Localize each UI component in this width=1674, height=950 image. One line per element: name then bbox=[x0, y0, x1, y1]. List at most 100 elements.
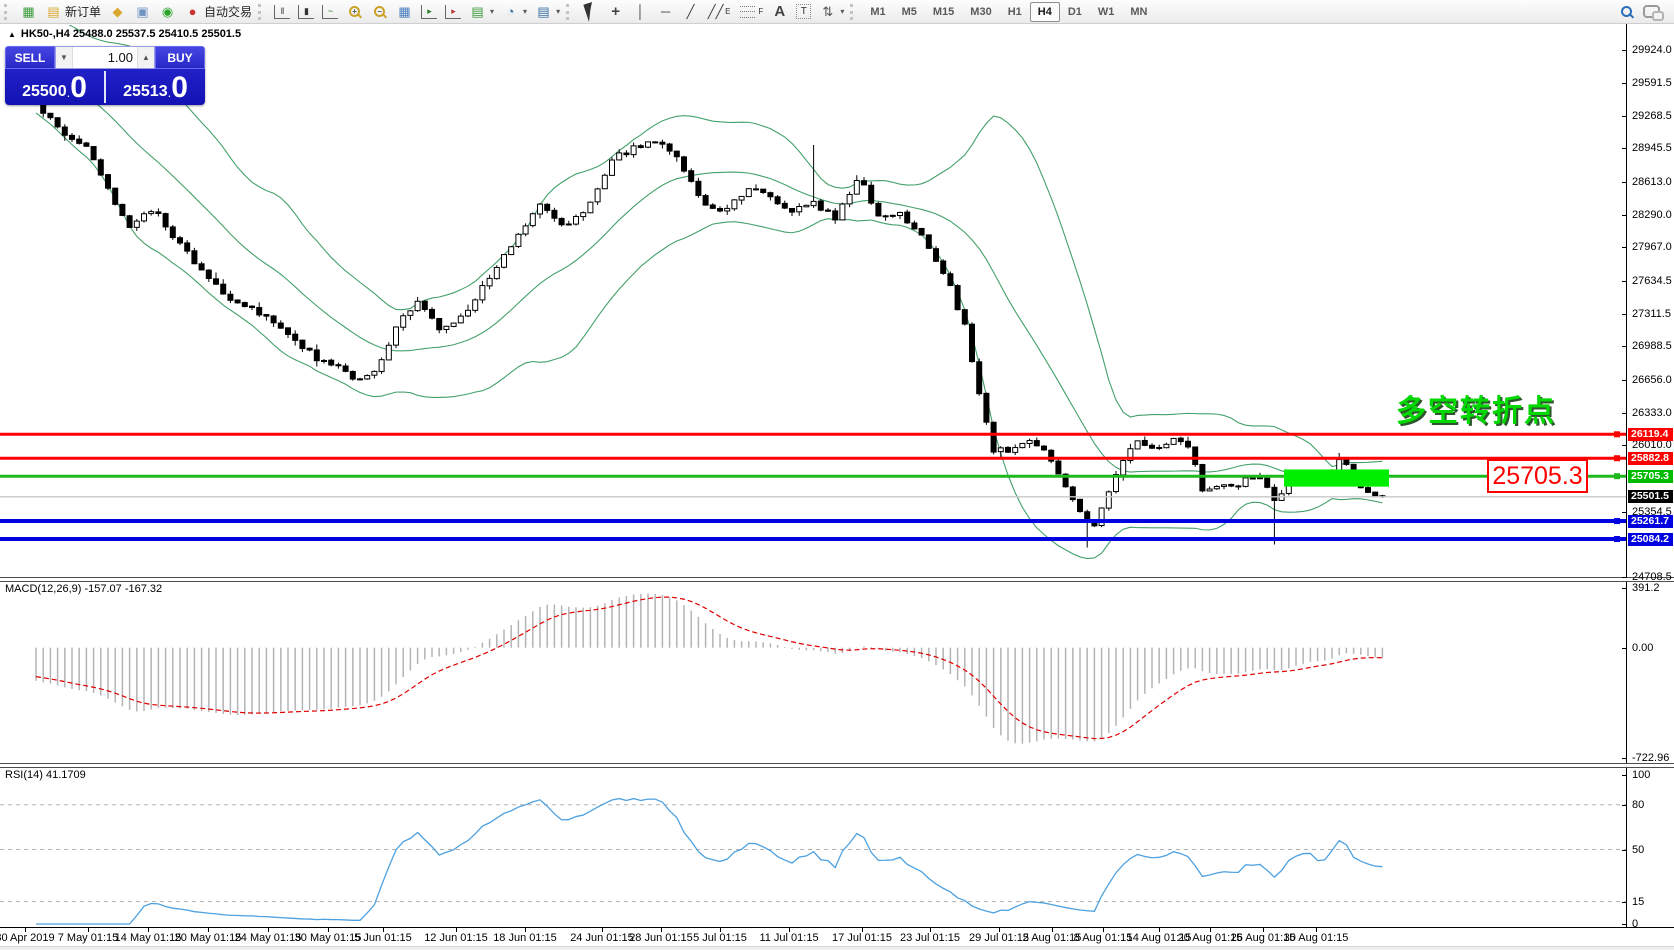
axis-tick-label: 100 bbox=[1632, 769, 1651, 781]
axis-tick bbox=[1622, 214, 1627, 216]
autotrading-button[interactable]: ● 自动交易 bbox=[180, 2, 256, 22]
bear-candle bbox=[875, 202, 882, 217]
bull-candle bbox=[407, 310, 414, 316]
time-tick-label: 14 Aug 01:15 bbox=[1126, 932, 1192, 944]
trendline-button[interactable]: ╱ bbox=[678, 2, 703, 22]
price-badge-25882.8: 25882.8 bbox=[1628, 451, 1673, 465]
time-axis[interactable]: 30 Apr 2019 7 May 01:15 14 May 01:15 20 May… bbox=[0, 927, 1674, 947]
time-tick-label: 14 May 01:15 bbox=[114, 932, 182, 944]
text-button[interactable]: A bbox=[767, 2, 792, 22]
chart-shift-button[interactable]: ▸ bbox=[441, 2, 465, 22]
time-tick-label: 12 Jun 01:15 bbox=[424, 932, 488, 944]
bear-candle bbox=[933, 248, 939, 262]
text-label-button[interactable]: T bbox=[792, 2, 815, 22]
bear-candle bbox=[436, 318, 443, 331]
zoom-out-button[interactable]: − bbox=[367, 2, 392, 22]
search-icon[interactable] bbox=[1621, 6, 1632, 17]
auto-scroll-button[interactable]: ▸ bbox=[417, 2, 441, 22]
level-line-handle[interactable] bbox=[1614, 431, 1620, 438]
profiles-button-caret[interactable]: ▾ bbox=[523, 7, 528, 16]
templates-button[interactable]: ▤ ▾ bbox=[531, 2, 564, 22]
axis-tick bbox=[1622, 148, 1627, 150]
market-watch-button[interactable]: ▣ bbox=[130, 2, 155, 22]
bear-candle bbox=[47, 112, 54, 119]
timeframe-h4-button[interactable]: H4 bbox=[1029, 1, 1060, 22]
highlight-zone-rect[interactable] bbox=[1284, 469, 1389, 487]
equidistant-channel-button[interactable]: ╱╱ E bbox=[703, 2, 734, 22]
axis-tick-label: 80 bbox=[1632, 798, 1645, 811]
bear-candle bbox=[119, 203, 126, 216]
timeframe-m30-button[interactable]: M30 bbox=[970, 5, 992, 18]
volume-input[interactable] bbox=[73, 47, 137, 68]
fibonacci-icon-sub: F bbox=[758, 7, 764, 16]
profiles-button[interactable]: ◔ ▾ bbox=[498, 2, 531, 22]
terminal-icon: ▦ bbox=[22, 4, 35, 19]
chart-canvas[interactable] bbox=[0, 0, 1632, 946]
arrows-icon-caret[interactable]: ▾ bbox=[840, 7, 845, 16]
timeframe-m5-button[interactable]: M5 bbox=[901, 5, 917, 18]
bear-candle bbox=[817, 200, 824, 211]
vertical-line-button[interactable]: │ bbox=[628, 2, 653, 22]
level-line-handle[interactable] bbox=[1614, 473, 1620, 480]
bollinger-upper-band bbox=[68, 25, 1383, 468]
buy-button[interactable]: BUY bbox=[155, 46, 205, 69]
signals-button[interactable]: ◉ bbox=[155, 2, 180, 22]
bear-candle bbox=[1041, 445, 1047, 451]
chat-icon[interactable] bbox=[1643, 5, 1664, 21]
rsi-pane-separator[interactable] bbox=[0, 763, 1674, 768]
axis-tick-label: 26010.0 bbox=[1632, 439, 1672, 452]
turning-point-annotation[interactable]: 多空转折点 bbox=[1396, 395, 1556, 428]
sell-button[interactable]: SELL bbox=[5, 46, 55, 69]
bull-candle bbox=[1206, 488, 1213, 492]
new-order-button[interactable]: ▤ 新订单 bbox=[41, 2, 105, 22]
axis-tick-label: 15 bbox=[1632, 895, 1645, 908]
timeframe-h1-button[interactable]: H1 bbox=[1007, 5, 1022, 18]
templates-button-caret[interactable]: ▾ bbox=[556, 7, 561, 16]
volume-decrease-button[interactable]: ▼ bbox=[56, 47, 73, 68]
bull-candle bbox=[724, 207, 731, 212]
level-line-handle[interactable] bbox=[1614, 518, 1620, 525]
bull-candle bbox=[573, 215, 579, 225]
timeframe-m15-button[interactable]: M15 bbox=[932, 5, 955, 18]
bear-candle bbox=[695, 180, 702, 196]
crosshair-button[interactable]: + bbox=[603, 2, 628, 22]
bull-candle bbox=[148, 211, 155, 215]
cursor-button[interactable] bbox=[578, 1, 603, 22]
line-chart-icon: ~ bbox=[322, 4, 339, 19]
timeframe-m1-button[interactable]: M1 bbox=[870, 5, 886, 18]
bear-candle bbox=[1005, 446, 1011, 453]
timeframe-w1-button[interactable]: W1 bbox=[1097, 5, 1115, 18]
horizontal-line-button[interactable]: ─ bbox=[653, 2, 678, 22]
volume-increase-button[interactable]: ▲ bbox=[137, 47, 154, 68]
buy-price[interactable]: 25513 . 0 bbox=[106, 69, 205, 105]
timeframe-mn-button[interactable]: MN bbox=[1130, 5, 1148, 18]
toolbar-grip[interactable] bbox=[850, 3, 858, 20]
new-chart-button-caret[interactable]: ▾ bbox=[490, 7, 495, 16]
timeframe-d1-button[interactable]: D1 bbox=[1067, 5, 1082, 18]
time-tick bbox=[1159, 928, 1160, 932]
terminal-button[interactable]: ▦ bbox=[16, 2, 41, 22]
bull-candle bbox=[141, 213, 147, 222]
sell-price[interactable]: 25500 . 0 bbox=[5, 69, 104, 105]
line-chart-button[interactable]: ~ bbox=[318, 2, 342, 22]
equidistant-channel-icon: ╱╱ bbox=[707, 4, 724, 19]
bar-chart-button[interactable]: ‖ bbox=[270, 2, 294, 22]
metaeditor-button[interactable]: ◆ bbox=[105, 2, 130, 22]
level-line-handle[interactable] bbox=[1614, 455, 1620, 462]
level-line-handle[interactable] bbox=[1614, 536, 1620, 543]
bear-candle bbox=[205, 269, 212, 279]
price-axis[interactable]: 29924.0 29591.5 29268.5 28945.5 28613.0 28290… bbox=[1622, 24, 1674, 930]
bull-candle bbox=[1019, 442, 1026, 449]
price-callout-box[interactable]: 25705.3 bbox=[1487, 459, 1588, 493]
bull-candle bbox=[501, 254, 507, 268]
macd-pane-separator[interactable] bbox=[0, 577, 1674, 582]
toolbar-grip[interactable] bbox=[4, 3, 12, 20]
arrows-button[interactable]: ⇅ ▾ bbox=[815, 2, 848, 22]
new-chart-button[interactable]: ▤ ▾ bbox=[465, 2, 498, 22]
toolbar-grip[interactable] bbox=[258, 3, 266, 20]
toolbar-grip[interactable] bbox=[566, 3, 574, 20]
tile-windows-button[interactable]: ▦ bbox=[392, 2, 417, 22]
candlestick-chart-button[interactable]: ▮ bbox=[294, 2, 318, 22]
fibonacci-button[interactable]: F bbox=[734, 2, 767, 22]
zoom-in-button[interactable]: + bbox=[342, 2, 367, 22]
